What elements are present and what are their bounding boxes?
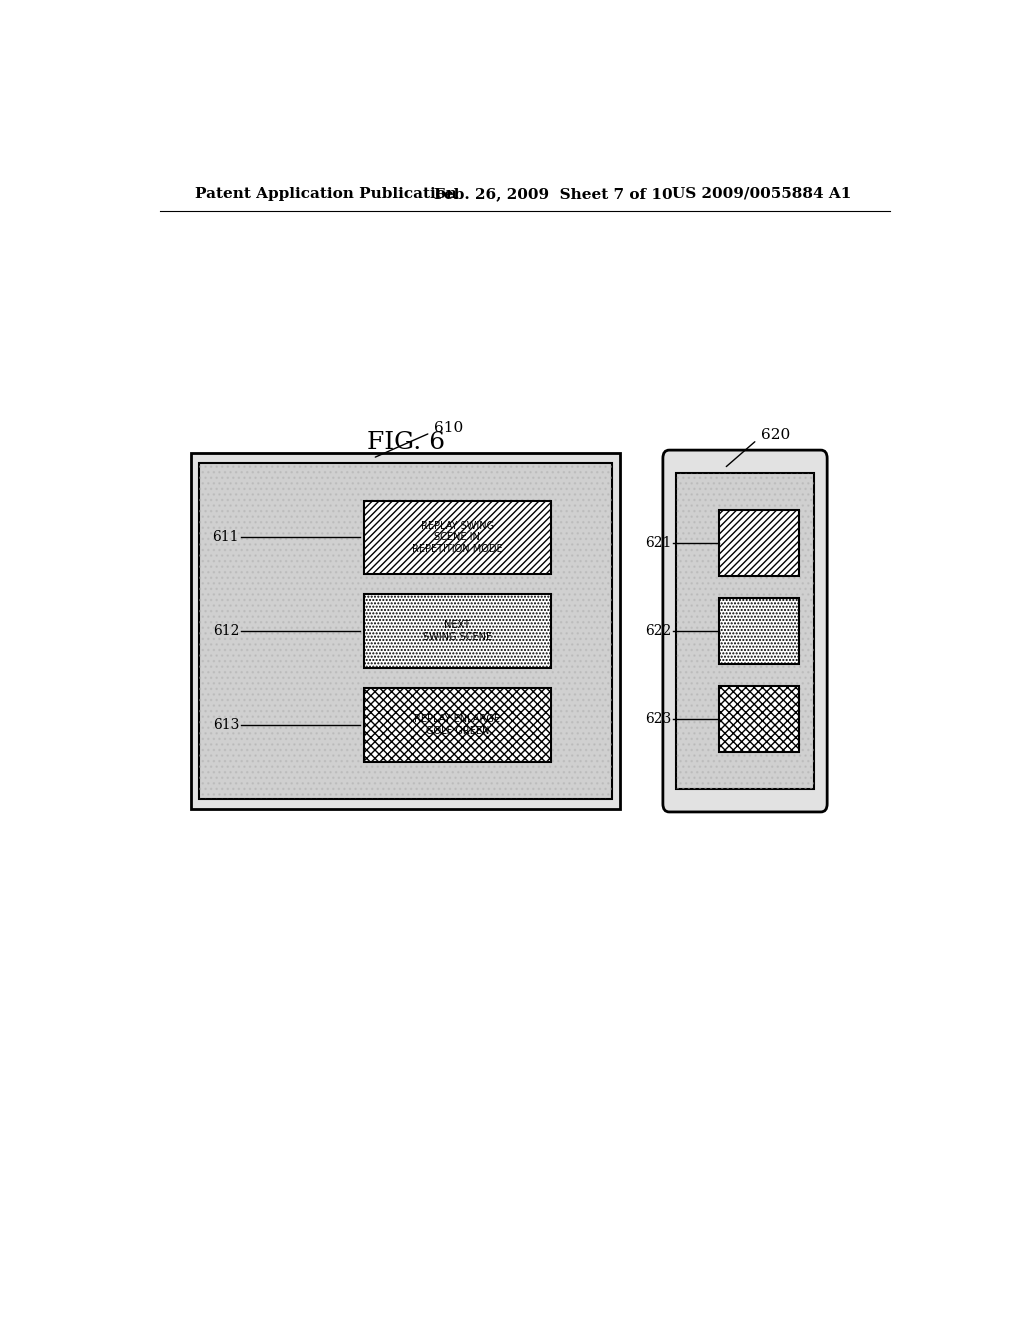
Bar — [719, 686, 799, 752]
Bar — [365, 500, 551, 574]
Text: REPLAY ENLARGE
GOLF GREEN: REPLAY ENLARGE GOLF GREEN — [415, 714, 501, 735]
Bar — [676, 474, 814, 788]
Text: Patent Application Publication: Patent Application Publication — [196, 187, 458, 201]
Text: FIG. 6: FIG. 6 — [367, 432, 444, 454]
Bar — [719, 598, 799, 664]
Text: 623: 623 — [645, 713, 672, 726]
Text: 620: 620 — [761, 428, 791, 442]
Bar — [719, 510, 799, 576]
Text: 611: 611 — [213, 531, 240, 544]
Text: REPLAY SWING
SCENE IN
REPETITION MODE: REPLAY SWING SCENE IN REPETITION MODE — [412, 520, 503, 553]
Text: 613: 613 — [213, 718, 240, 733]
Bar — [676, 474, 814, 788]
Text: 621: 621 — [645, 536, 672, 550]
Bar — [365, 594, 551, 668]
Bar — [200, 463, 612, 799]
Text: 610: 610 — [434, 421, 464, 434]
Text: NEXT
SWING SCENE: NEXT SWING SCENE — [423, 620, 492, 642]
Text: US 2009/0055884 A1: US 2009/0055884 A1 — [672, 187, 851, 201]
Text: Feb. 26, 2009  Sheet 7 of 10: Feb. 26, 2009 Sheet 7 of 10 — [433, 187, 672, 201]
Bar — [200, 463, 612, 799]
Bar — [191, 453, 621, 809]
FancyBboxPatch shape — [663, 450, 827, 812]
Text: 622: 622 — [645, 624, 672, 638]
Bar — [365, 688, 551, 762]
Text: 612: 612 — [213, 624, 240, 638]
